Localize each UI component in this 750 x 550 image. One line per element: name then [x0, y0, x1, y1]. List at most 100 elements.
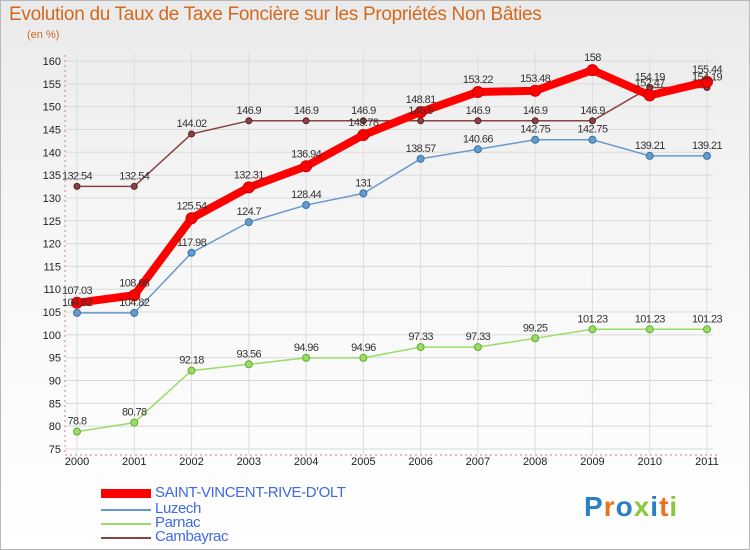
data-point [416, 154, 425, 163]
data-label: 158 [584, 52, 601, 64]
series-cambayrac [73, 84, 711, 190]
series-parnac [73, 325, 711, 436]
data-label: 142.75 [577, 124, 608, 136]
data-label: 117.98 [177, 237, 207, 249]
data-label: 144.02 [177, 118, 208, 130]
data-point [531, 117, 539, 125]
x-tick-label: 2010 [637, 456, 661, 468]
x-tick-label: 2006 [408, 456, 432, 468]
y-tick-label: 145 [43, 124, 61, 136]
data-label: 154.19 [692, 72, 723, 84]
data-point [244, 218, 253, 227]
data-label: 146.9 [351, 105, 376, 117]
y-tick-label: 90 [49, 376, 61, 388]
x-tick-label: 2001 [122, 456, 146, 468]
y-tick-label: 140 [43, 147, 61, 159]
y-tick-label: 115 [43, 261, 61, 273]
data-point [188, 130, 196, 138]
legend-swatch [101, 523, 151, 525]
data-point [586, 64, 599, 77]
data-point [130, 308, 139, 317]
series-line [76, 138, 708, 314]
data-point [474, 117, 482, 125]
y-tick-label: 150 [43, 102, 61, 114]
y-tick-label: 100 [43, 330, 61, 342]
x-tick-label: 2002 [179, 456, 203, 468]
data-point [300, 160, 313, 173]
data-point [185, 212, 198, 225]
data-point [128, 289, 141, 302]
y-tick-label: 110 [43, 284, 61, 296]
logo-letter: i [650, 491, 660, 522]
data-label: 132.54 [62, 170, 93, 182]
data-label: 148.81 [406, 94, 437, 106]
data-label: 80.78 [122, 407, 147, 419]
data-point [187, 248, 196, 257]
x-tick-label: 2011 [695, 456, 719, 468]
data-label: 94.96 [294, 342, 319, 354]
data-point [130, 418, 139, 427]
data-point [529, 84, 542, 97]
chart-title: Evolution du Taux de Taxe Foncière sur l… [9, 4, 542, 25]
data-label: 146.9 [580, 105, 605, 117]
data-point [703, 151, 711, 160]
data-point [473, 343, 482, 352]
data-point [244, 360, 253, 369]
data-point [302, 117, 310, 125]
proxiti-logo: Proxiti [584, 491, 678, 523]
y-tick-label: 75 [49, 444, 61, 456]
unit-label: (en %) [27, 29, 60, 41]
data-label: 136.94 [291, 148, 322, 160]
data-label: 104.82 [62, 297, 93, 309]
data-point [359, 353, 368, 362]
data-label: 142.75 [520, 124, 551, 136]
logo-letter: x [633, 491, 651, 522]
legend-label: Luzech [155, 500, 201, 517]
data-label: 146.9 [523, 105, 548, 117]
data-label: 108.68 [119, 277, 150, 289]
data-label: 155.44 [692, 64, 723, 76]
logo-letter: o [615, 491, 634, 522]
y-tick-label: 130 [43, 193, 61, 205]
y-tick-label: 160 [43, 56, 61, 68]
y-tick-label: 85 [49, 398, 61, 410]
data-label: 131 [355, 177, 372, 189]
legend-label: SAINT-VINCENT-RIVE-D'OLT [155, 484, 346, 501]
y-tick-label: 80 [49, 421, 61, 433]
logo-letter: r [603, 491, 616, 522]
data-point [588, 117, 596, 125]
data-label: 93.56 [237, 348, 262, 360]
data-point [703, 325, 711, 334]
legend-swatch [101, 489, 151, 498]
x-tick-label: 2008 [523, 456, 547, 468]
y-tick-label: 105 [43, 307, 61, 319]
data-label: 104.82 [119, 297, 150, 309]
data-label: 101.23 [692, 313, 723, 325]
data-point [471, 85, 484, 98]
data-label: 153.48 [520, 73, 551, 85]
data-label: 124.7 [237, 206, 262, 218]
data-label: 146.9 [408, 105, 433, 117]
x-tick-label: 2003 [237, 456, 261, 468]
data-label: 125.54 [177, 200, 208, 212]
data-label: 128.44 [291, 189, 322, 201]
y-tick-label: 125 [43, 216, 61, 228]
logo-letter: i [669, 491, 679, 522]
data-point [416, 343, 425, 352]
legend-label: Cambayrac [155, 528, 229, 545]
legend-swatch [101, 509, 151, 511]
data-label: 101.23 [577, 313, 608, 325]
data-point [242, 181, 255, 194]
y-axis-ticks: 75 80 85 90 95 100 105 110 115 120 125 130 135 140 145… [43, 56, 61, 456]
data-point [531, 135, 540, 144]
data-point [645, 151, 654, 160]
data-point [359, 189, 368, 198]
data-point [473, 145, 482, 154]
data-point [73, 182, 81, 190]
data-label: 97.33 [466, 331, 491, 343]
data-point [414, 106, 427, 119]
legend-label: Parnac [155, 514, 201, 531]
x-tick-label: 2005 [351, 456, 375, 468]
y-tick-label: 135 [43, 170, 61, 182]
